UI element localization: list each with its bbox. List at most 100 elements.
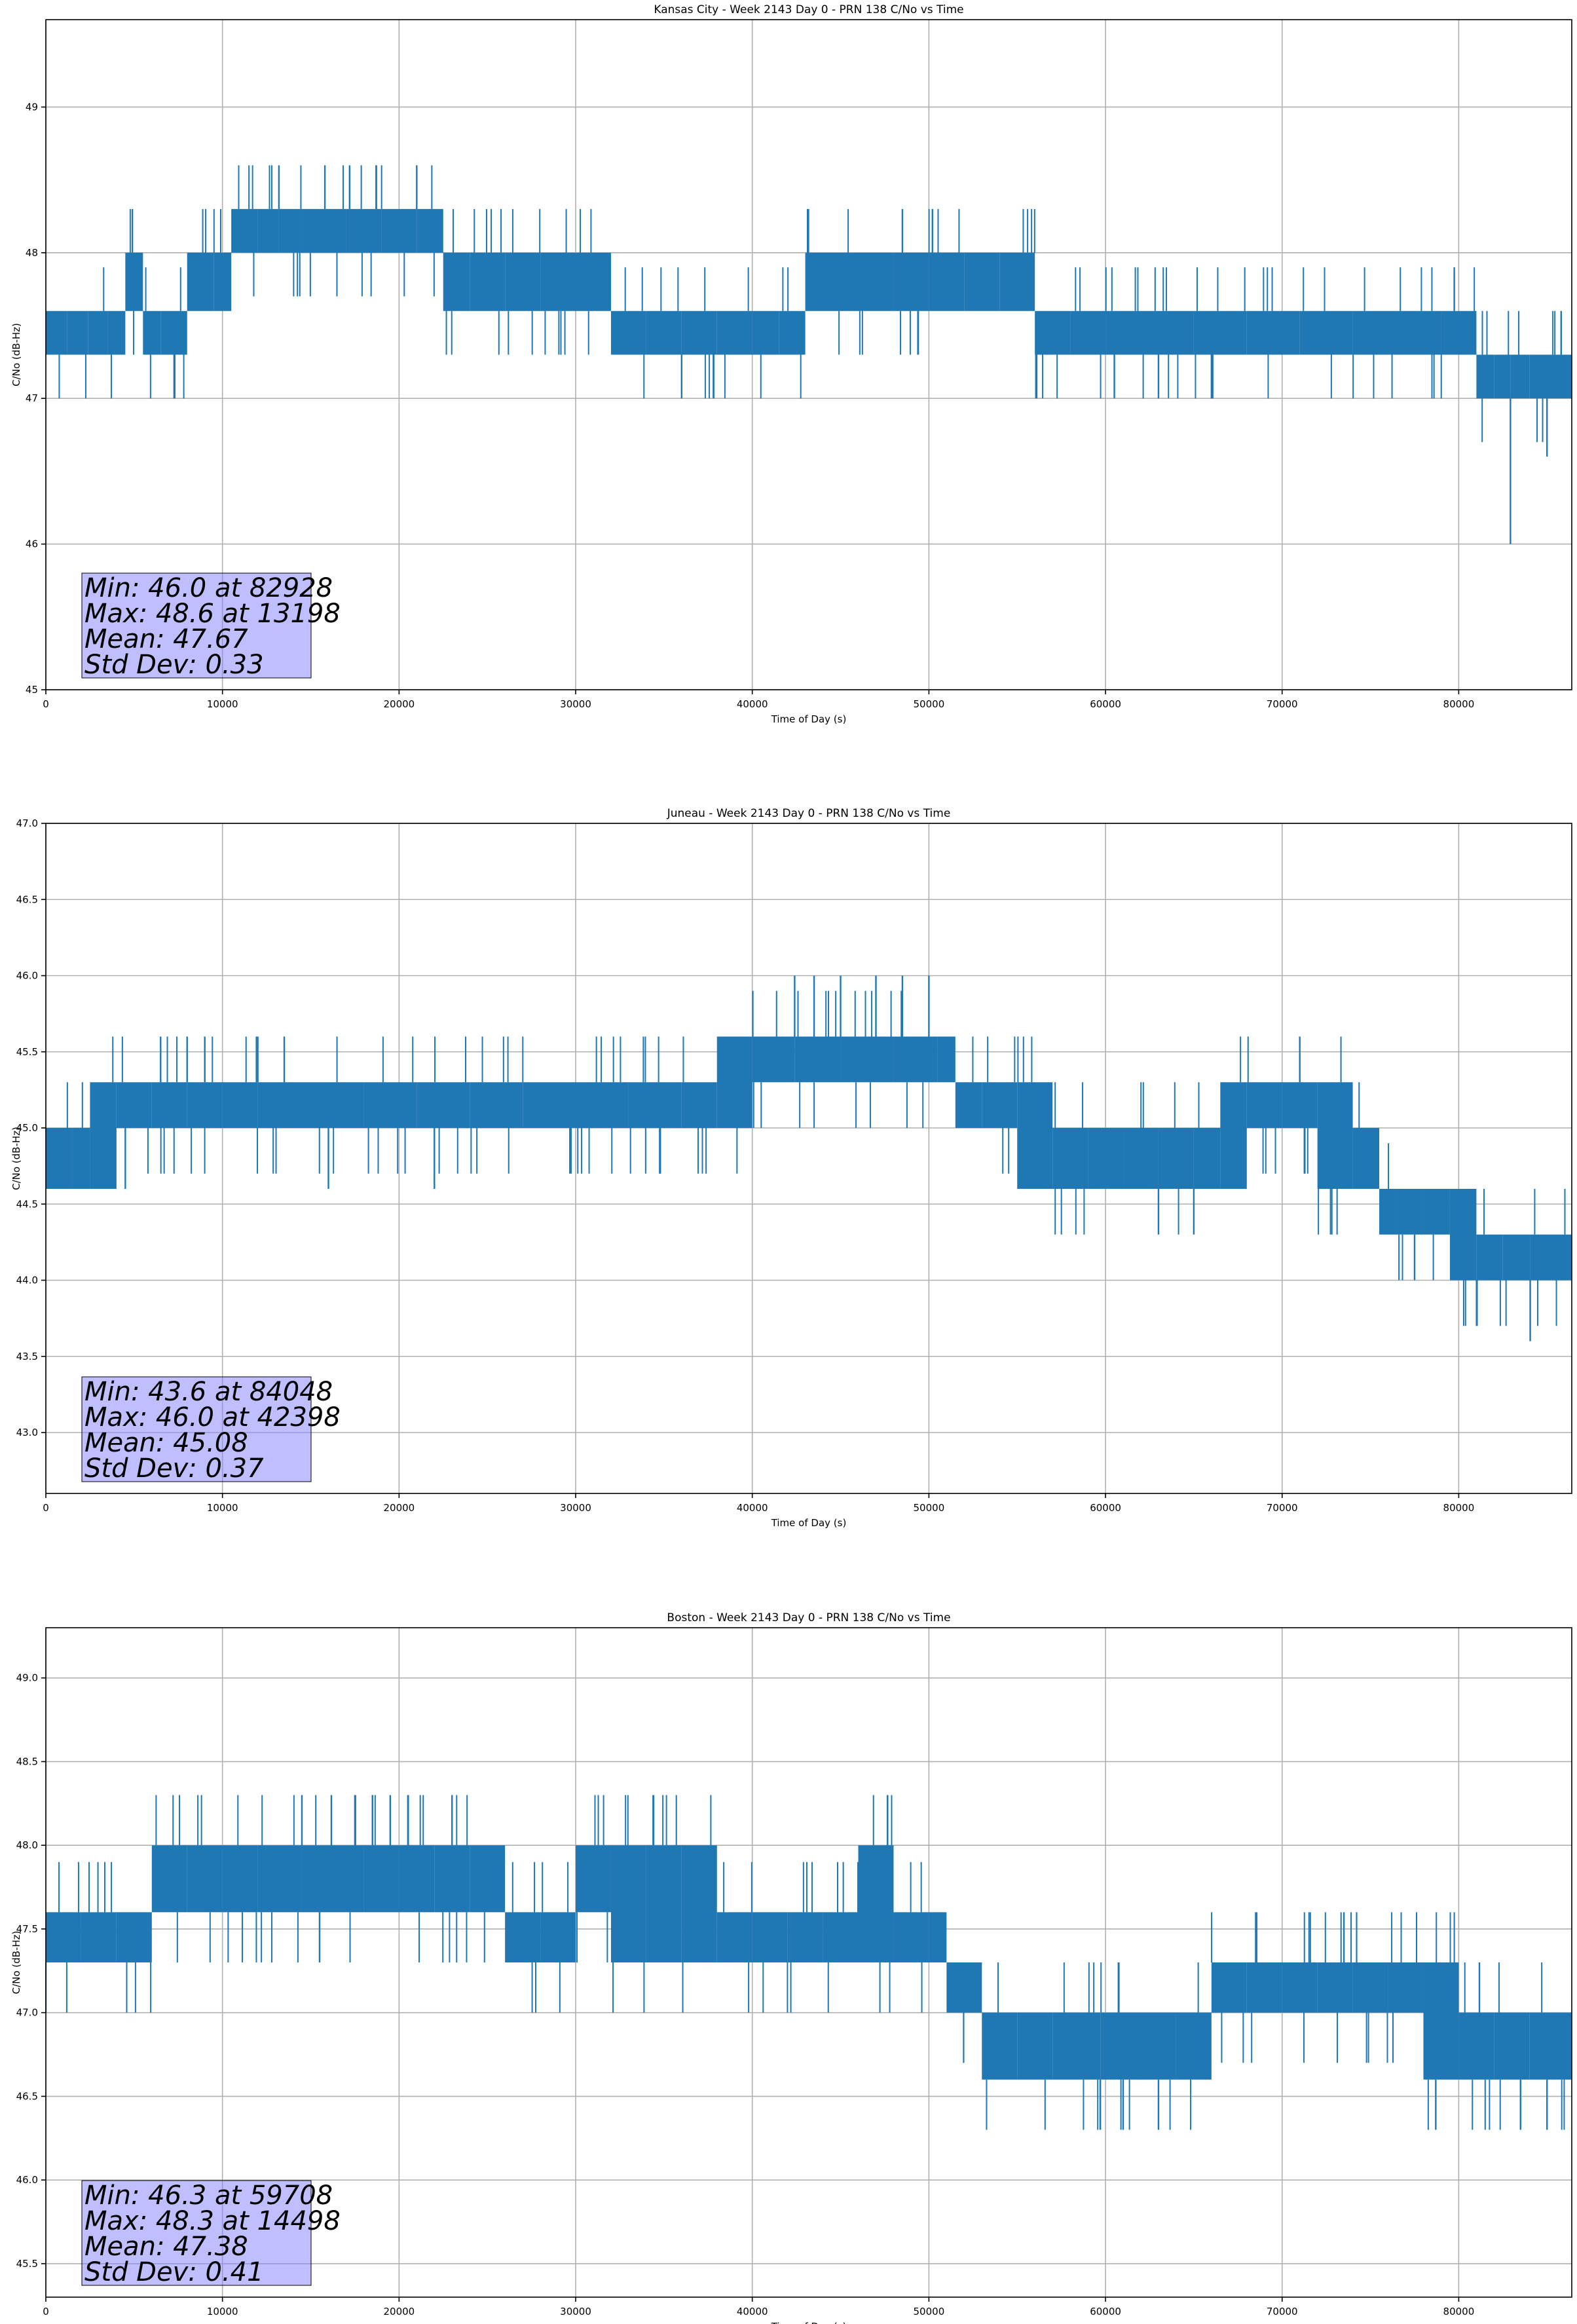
x-tick-label: 30000 <box>560 698 591 710</box>
series-band-segment <box>1423 1189 1450 1235</box>
stats-line: Std Dev: 0.33 <box>84 650 264 680</box>
stats-box-background <box>81 2180 312 2286</box>
series-band-segment <box>1140 2012 1176 2080</box>
x-tick-label: 30000 <box>560 1502 591 1514</box>
series-band-segment <box>610 310 646 355</box>
series-band-segment <box>46 1128 73 1189</box>
series-band-segment <box>576 1082 629 1128</box>
series-band-segment <box>381 209 417 253</box>
y-tick-label: 48.0 <box>16 1839 38 1851</box>
series-band-segment <box>681 310 717 355</box>
series-band-segment <box>116 1912 152 1962</box>
series-band-segment <box>752 1036 795 1083</box>
x-tick-label: 20000 <box>383 698 415 710</box>
y-tick-label: 45 <box>26 684 38 696</box>
x-axis-label: Time of Day (s) <box>771 2321 847 2324</box>
y-tick-label: 44.0 <box>16 1275 38 1286</box>
series-band-segment <box>90 1082 117 1189</box>
series-band-segment <box>646 1845 682 1962</box>
y-tick-label: 46.5 <box>16 2090 38 2102</box>
series-band-segment <box>1397 1189 1424 1235</box>
series-band-segment <box>1441 310 1477 355</box>
x-tick-label: 0 <box>43 2306 49 2317</box>
x-tick-label: 60000 <box>1090 2306 1121 2317</box>
x-tick-label: 80000 <box>1443 1502 1475 1514</box>
stats-line: Min: 46.0 at 82928 <box>84 573 333 603</box>
series-band-segment <box>794 1036 841 1083</box>
series-band-segment <box>964 252 1000 311</box>
chart-boston: 0 10000 20000 30000 40000 50000 60000 70000 8000… <box>10 1611 1572 2324</box>
series-band-segment <box>443 252 470 311</box>
series-band-segment <box>151 1082 187 1128</box>
series-band-segment <box>67 310 88 355</box>
y-axis-ticks: 45 46 47 48 49 <box>26 101 46 696</box>
x-tick-label: 40000 <box>737 1502 768 1514</box>
series-band-segment <box>1476 354 1494 399</box>
y-tick-label: 46.0 <box>16 970 38 982</box>
series-line <box>45 1795 1572 2130</box>
series-band-segment <box>187 1845 223 1913</box>
y-axis-label: C/No (dB-Hz) <box>10 1127 22 1190</box>
y-tick-label: 45.5 <box>16 1046 38 1058</box>
series-band-segment <box>999 252 1035 311</box>
y-tick-label: 49.0 <box>16 1672 38 1684</box>
series-band-segment <box>1140 310 1194 355</box>
series-band-segment <box>399 1845 435 1913</box>
series-band-segment <box>858 1845 894 1962</box>
y-tick-label: 47.0 <box>16 2007 38 2019</box>
series-band-segment <box>363 1082 417 1128</box>
series-band-segment <box>1088 1128 1124 1189</box>
stats-line: Max: 48.3 at 14498 <box>84 2206 341 2236</box>
series-band-segment <box>610 1845 646 1962</box>
series-band-segment <box>779 310 806 355</box>
series-band-segment <box>1388 1962 1424 2013</box>
series-band-segment <box>1510 354 1530 399</box>
series-band-segment <box>1423 1962 1459 2080</box>
y-axis-ticks: 43.0 43.5 44.0 44.5 45.0 45.5 46.0 46.5 47.0 <box>16 817 46 1438</box>
series-band-segment <box>1299 310 1353 355</box>
series-band-segment <box>1352 1128 1380 1189</box>
stats-line: Min: 46.3 at 59708 <box>84 2181 333 2211</box>
y-tick-label: 49 <box>26 101 38 113</box>
series-band-segment <box>681 1845 717 1962</box>
axes-frame <box>45 19 1572 690</box>
axes-frame <box>45 823 1572 1494</box>
series-band-segment <box>1282 1082 1318 1128</box>
series-band-segment <box>716 1912 752 1962</box>
series-band-segment <box>1449 1189 1477 1281</box>
stats-line: Mean: 47.67 <box>84 624 248 654</box>
series-band-segment <box>1176 2012 1212 2080</box>
y-tick-label: 47.5 <box>16 1923 38 1935</box>
series-band-segment <box>1100 2012 1141 2080</box>
series-band-segment <box>523 1082 576 1128</box>
series-band-segment <box>143 310 161 355</box>
x-tick-label: 40000 <box>737 698 768 710</box>
y-tick-label: 45.0 <box>16 1122 38 1134</box>
x-tick-label: 20000 <box>383 2306 415 2317</box>
series-band-segment <box>1246 310 1300 355</box>
x-tick-label: 70000 <box>1267 698 1298 710</box>
x-tick-label: 50000 <box>914 698 945 710</box>
y-tick-label: 44.5 <box>16 1198 38 1210</box>
series-band-segment <box>434 1845 470 1913</box>
series-band-segment <box>151 1845 187 1913</box>
series-band-segment <box>1052 1128 1088 1189</box>
x-tick-label: 20000 <box>383 1502 415 1514</box>
series-band-segment <box>187 252 214 311</box>
series-band-segment <box>1035 310 1071 355</box>
y-tick-label: 46 <box>26 538 38 550</box>
y-tick-label: 47 <box>26 392 38 404</box>
axes-frame <box>45 1627 1572 2298</box>
series-band-segment <box>1476 1234 1503 1281</box>
series-band-segment <box>805 252 859 311</box>
series-band-segment <box>1317 1962 1353 2013</box>
y-axis-label: C/No (dB-Hz) <box>10 1931 22 1995</box>
y-tick-label: 47.0 <box>16 817 38 829</box>
series-band-segment <box>929 1912 947 1962</box>
stats-line: Max: 46.0 at 42398 <box>84 1402 341 1433</box>
x-axis-ticks: 0 10000 20000 30000 40000 50000 60000 70000 8000… <box>43 690 1474 710</box>
series-band-segment <box>346 209 382 253</box>
series-band-segment <box>505 1912 541 1962</box>
